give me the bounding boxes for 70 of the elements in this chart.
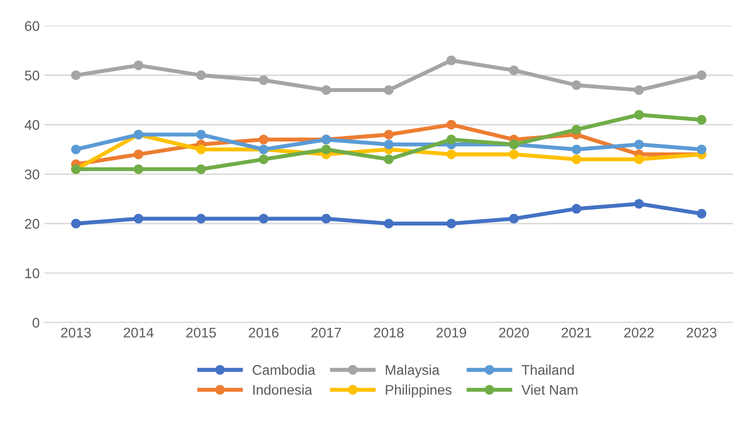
point bbox=[384, 154, 394, 164]
y-tick-label: 10 bbox=[25, 268, 40, 278]
y-tick-label: 30 bbox=[24, 169, 40, 180]
point bbox=[196, 70, 206, 80]
point bbox=[446, 150, 456, 160]
legend-label: Thailand bbox=[522, 364, 574, 375]
point bbox=[572, 144, 582, 154]
point bbox=[258, 75, 268, 86]
point bbox=[134, 60, 144, 70]
point bbox=[196, 164, 206, 174]
point bbox=[258, 134, 268, 144]
point bbox=[509, 150, 519, 160]
point bbox=[696, 208, 706, 219]
point bbox=[572, 154, 582, 164]
point bbox=[634, 154, 644, 164]
point bbox=[446, 120, 456, 130]
x-tick-label: 2013 bbox=[61, 328, 91, 338]
point bbox=[634, 85, 644, 95]
y-tick-label: 20 bbox=[25, 218, 40, 229]
point bbox=[384, 130, 394, 140]
legend-label: Indonesia bbox=[253, 384, 312, 395]
x-tick-label: 2015 bbox=[186, 328, 216, 338]
x-tick-label: 2023 bbox=[686, 328, 716, 338]
point bbox=[196, 214, 206, 224]
point bbox=[696, 114, 706, 125]
point bbox=[384, 218, 394, 228]
point bbox=[696, 144, 706, 154]
point bbox=[321, 144, 332, 154]
x-tick-label: 2021 bbox=[562, 328, 592, 338]
point bbox=[446, 218, 456, 228]
point bbox=[446, 56, 456, 66]
point bbox=[196, 130, 206, 140]
y-tick-label: 50 bbox=[24, 70, 40, 80]
point bbox=[71, 70, 81, 80]
point bbox=[71, 144, 81, 154]
x-tick-label: 2020 bbox=[499, 328, 529, 338]
point bbox=[321, 85, 332, 95]
point bbox=[384, 140, 394, 150]
point bbox=[572, 124, 582, 135]
point bbox=[258, 214, 268, 224]
point bbox=[196, 144, 206, 154]
point bbox=[572, 80, 582, 90]
x-tick-label: 2018 bbox=[374, 328, 404, 338]
point bbox=[634, 198, 644, 209]
legend-label: Cambodia bbox=[252, 364, 316, 375]
y-tick-label: 60 bbox=[25, 21, 40, 31]
point bbox=[134, 164, 144, 174]
point bbox=[134, 214, 144, 224]
legend-label: Philippines bbox=[386, 384, 452, 398]
x-tick-label: 2019 bbox=[436, 328, 466, 338]
point bbox=[71, 218, 81, 228]
x-tick-label: 2016 bbox=[248, 328, 278, 338]
point bbox=[134, 150, 144, 160]
x-tick-label: 2022 bbox=[624, 328, 654, 338]
y-tick-label: 0 bbox=[32, 318, 40, 328]
legend-label: Malaysia bbox=[386, 364, 440, 378]
point bbox=[696, 70, 706, 80]
point bbox=[321, 214, 332, 224]
point bbox=[509, 214, 519, 224]
legend-label: Viet Nam bbox=[521, 384, 578, 395]
point bbox=[446, 134, 456, 144]
point bbox=[634, 110, 644, 120]
point bbox=[384, 85, 394, 95]
y-tick-label: 40 bbox=[24, 120, 40, 130]
x-tick-label: 2014 bbox=[124, 328, 154, 338]
x-tick-label: 2017 bbox=[311, 328, 341, 338]
point bbox=[258, 154, 268, 164]
point bbox=[509, 65, 519, 76]
point bbox=[572, 204, 582, 214]
point bbox=[634, 140, 644, 150]
